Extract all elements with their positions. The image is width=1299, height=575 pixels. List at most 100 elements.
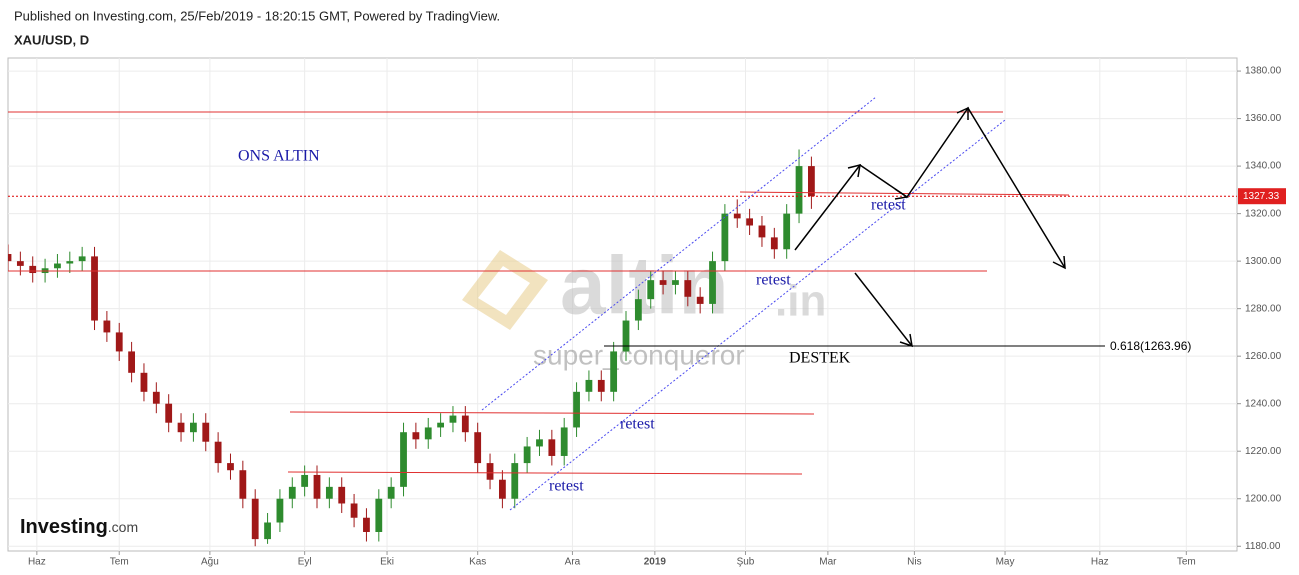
logo: Investing.com: [20, 516, 138, 538]
logo-suffix: .com: [108, 519, 138, 535]
candle-body: [350, 503, 358, 518]
candle-body: [140, 372, 148, 392]
axes: 1180.00 1200.00 1220.00 1240.00 1260.00 1280.…: [28, 66, 1286, 568]
level-line: [739, 191, 1070, 196]
candle-body: [301, 474, 309, 487]
x-tick-label: Mar: [819, 557, 837, 568]
candle-body: [437, 422, 445, 428]
candle-body: [610, 351, 618, 392]
level-line: [287, 471, 803, 475]
candle-body: [288, 486, 296, 499]
y-tick-label: 1280.00: [1245, 303, 1282, 314]
watermark-icon: [478, 266, 530, 315]
candle-body: [165, 403, 173, 423]
candle-body: [523, 446, 531, 464]
candle-body: [325, 486, 333, 499]
candle-body: [202, 422, 210, 442]
candle-body: [177, 422, 185, 433]
last-price-tag: [1238, 188, 1286, 205]
candle-body: [684, 280, 692, 297]
candle-body: [634, 299, 642, 321]
x-tick-label: Eki: [380, 557, 394, 568]
candle-body: [16, 261, 24, 266]
candle-body: [733, 213, 741, 219]
arrow-path: [794, 106, 1066, 269]
y-tick-label: 1300.00: [1245, 256, 1282, 267]
candle-body: [190, 422, 197, 433]
y-tick-label: 1180.00: [1245, 541, 1281, 552]
watermark-author: super_conqueror: [533, 339, 745, 370]
candle-body: [548, 439, 556, 456]
candle-body: [709, 261, 716, 304]
candle-body: [128, 351, 135, 373]
watermark-suffix: .in: [775, 277, 826, 326]
candle-body: [103, 320, 111, 333]
drawings: [8, 96, 1105, 511]
candle-body: [363, 517, 370, 532]
fib-label: 0.618(1263.96): [1110, 339, 1191, 353]
annotation: retest: [756, 272, 791, 289]
candle-body: [313, 474, 321, 499]
candle-body: [375, 498, 383, 532]
candle-body: [78, 256, 86, 262]
candle-body: [486, 463, 494, 480]
x-tick-label: Nis: [907, 557, 921, 568]
candle-body: [647, 280, 655, 300]
annotation: ONS ALTIN: [238, 148, 320, 165]
candle-body: [511, 463, 519, 499]
candle-body: [239, 470, 247, 499]
y-tick-label: 1340.00: [1245, 161, 1282, 172]
candle-body: [622, 320, 630, 352]
watermark: altin .in super_conqueror: [462, 241, 826, 370]
candles: [8, 149, 1237, 547]
x-tick-label: Tem: [1177, 557, 1196, 568]
logo-name: Investing: [20, 516, 108, 538]
x-tick-label: Kas: [469, 557, 486, 568]
candle-body: [474, 432, 482, 464]
candle-body: [424, 427, 432, 440]
candle-body: [585, 379, 593, 392]
candle-body: [560, 427, 568, 456]
candle-body: [808, 166, 815, 197]
annotation: retest: [871, 197, 906, 214]
candle-body: [770, 237, 778, 250]
y-tick-label: 1360.00: [1245, 113, 1282, 124]
candle-body: [152, 391, 160, 404]
arrow-head: [899, 333, 913, 348]
candle-body: [251, 498, 259, 540]
candle-body: [783, 213, 791, 250]
candle-body: [264, 522, 271, 540]
watermark-brand: altin: [560, 241, 729, 332]
x-tick-label: Ağu: [201, 557, 219, 568]
x-tick-label: Ara: [565, 557, 581, 568]
x-tick-label: Haz: [28, 557, 46, 568]
candle-body: [758, 225, 766, 238]
symbol: XAU/USD, D: [14, 32, 89, 47]
candle-body: [573, 391, 580, 428]
x-tick-label: Şub: [737, 557, 755, 568]
candle-body: [696, 296, 704, 304]
grid: [8, 58, 1237, 551]
candle-body: [387, 486, 395, 499]
channel-line: [509, 119, 1006, 511]
candle-body: [721, 213, 729, 262]
y-tick-label: 1200.00: [1245, 493, 1282, 504]
level-line: [289, 411, 815, 415]
candle-body: [499, 479, 506, 499]
candle-body: [214, 441, 222, 464]
candle-body: [276, 498, 284, 523]
x-tick-label: Eyl: [298, 557, 312, 568]
candle-body: [54, 263, 61, 269]
candle-body: [338, 486, 346, 504]
x-tick-label: May: [996, 557, 1015, 568]
y-tick-label: 1240.00: [1245, 398, 1282, 409]
candle-body: [400, 432, 407, 487]
annotation: DESTEK: [789, 350, 851, 367]
arrow-path: [854, 272, 913, 347]
candle-body: [659, 280, 667, 285]
candle-body: [597, 379, 605, 392]
last-price-label: 1327.33: [1243, 191, 1280, 202]
candle-body: [91, 256, 98, 321]
x-tick-label: Haz: [1091, 557, 1109, 568]
